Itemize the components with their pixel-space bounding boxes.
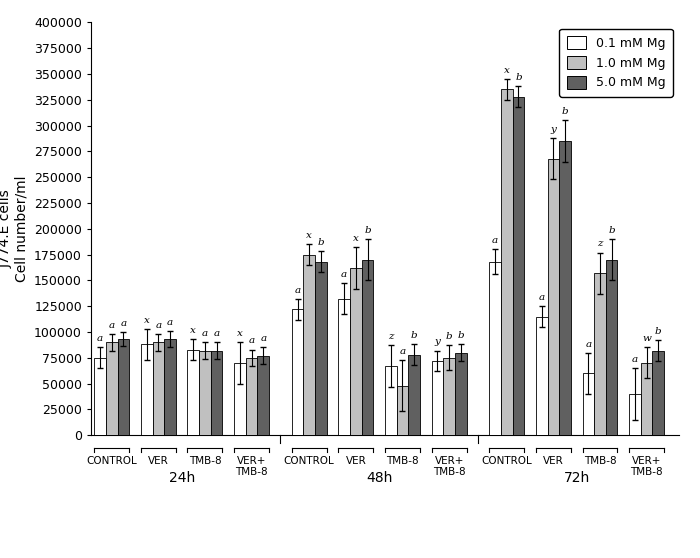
Bar	[594, 273, 606, 435]
Bar	[106, 342, 118, 435]
Text: VER: VER	[346, 456, 366, 466]
Text: x: x	[307, 231, 312, 240]
Text: x: x	[190, 326, 196, 335]
Bar	[199, 350, 211, 435]
Bar	[141, 344, 153, 435]
Bar	[118, 339, 130, 435]
Bar	[640, 363, 652, 435]
Text: b: b	[561, 107, 568, 116]
Text: TMB-8: TMB-8	[189, 456, 221, 466]
Text: CONTROL: CONTROL	[86, 456, 137, 466]
Text: a: a	[248, 336, 255, 345]
Bar	[303, 254, 315, 435]
Text: TMB-8: TMB-8	[584, 456, 616, 466]
Text: y: y	[550, 125, 556, 134]
Bar	[292, 309, 303, 435]
Bar	[164, 339, 176, 435]
Bar	[547, 158, 559, 435]
Bar	[350, 268, 362, 435]
Bar	[489, 262, 501, 435]
Text: w: w	[642, 334, 651, 343]
Text: TMB-8: TMB-8	[386, 456, 419, 466]
Bar	[188, 349, 199, 435]
Bar	[606, 260, 617, 435]
Text: x: x	[144, 316, 150, 325]
Bar	[652, 350, 664, 435]
Text: a: a	[108, 321, 115, 330]
Text: a: a	[295, 286, 300, 295]
Text: a: a	[492, 236, 498, 246]
Text: CONTROL: CONTROL	[482, 456, 532, 466]
Text: a: a	[214, 329, 220, 338]
Text: VER+
TMB-8: VER+ TMB-8	[630, 456, 663, 478]
Bar	[443, 358, 455, 435]
Text: b: b	[608, 226, 615, 235]
Text: x: x	[237, 329, 243, 338]
Text: a: a	[155, 321, 162, 330]
Text: 24h: 24h	[169, 472, 195, 485]
Bar	[512, 97, 524, 435]
Bar	[397, 386, 408, 435]
Bar	[501, 89, 512, 435]
Bar	[559, 141, 571, 435]
Text: b: b	[446, 333, 452, 341]
Bar	[455, 353, 467, 435]
Text: a: a	[341, 271, 347, 280]
Bar	[408, 355, 420, 435]
Bar	[315, 262, 327, 435]
Text: VER+
TMB-8: VER+ TMB-8	[433, 456, 466, 478]
Y-axis label: J774.E cells
Cell number/ml: J774.E cells Cell number/ml	[0, 176, 29, 282]
Text: 48h: 48h	[366, 472, 393, 485]
Text: b: b	[364, 226, 371, 235]
Text: a: a	[167, 318, 173, 327]
Text: x: x	[504, 66, 510, 75]
Text: y: y	[435, 338, 440, 347]
Text: 72h: 72h	[564, 472, 590, 485]
Text: a: a	[97, 334, 103, 343]
Text: a: a	[632, 355, 638, 364]
Text: b: b	[318, 238, 324, 247]
Bar	[153, 342, 164, 435]
Text: VER+
TMB-8: VER+ TMB-8	[235, 456, 268, 478]
Bar	[432, 361, 443, 435]
Text: a: a	[539, 293, 545, 302]
Text: z: z	[388, 333, 393, 341]
Bar	[338, 299, 350, 435]
Bar	[362, 260, 373, 435]
Text: z: z	[597, 239, 603, 248]
Bar	[94, 358, 106, 435]
Bar	[536, 316, 547, 435]
Text: a: a	[585, 339, 591, 349]
Legend: 0.1 mM Mg, 1.0 mM Mg, 5.0 mM Mg: 0.1 mM Mg, 1.0 mM Mg, 5.0 mM Mg	[559, 28, 673, 97]
Bar	[234, 363, 246, 435]
Text: b: b	[458, 331, 464, 340]
Bar	[246, 358, 258, 435]
Bar	[582, 373, 594, 435]
Text: b: b	[655, 327, 662, 336]
Text: a: a	[400, 347, 405, 356]
Text: VER: VER	[148, 456, 169, 466]
Text: CONTROL: CONTROL	[284, 456, 335, 466]
Text: VER: VER	[543, 456, 564, 466]
Text: a: a	[120, 319, 127, 328]
Bar	[629, 394, 641, 435]
Text: b: b	[515, 73, 522, 82]
Text: a: a	[202, 329, 208, 338]
Text: b: b	[411, 331, 417, 340]
Bar	[258, 356, 269, 435]
Bar	[385, 366, 397, 435]
Bar	[211, 350, 223, 435]
Text: a: a	[260, 334, 266, 343]
Text: x: x	[353, 234, 359, 243]
